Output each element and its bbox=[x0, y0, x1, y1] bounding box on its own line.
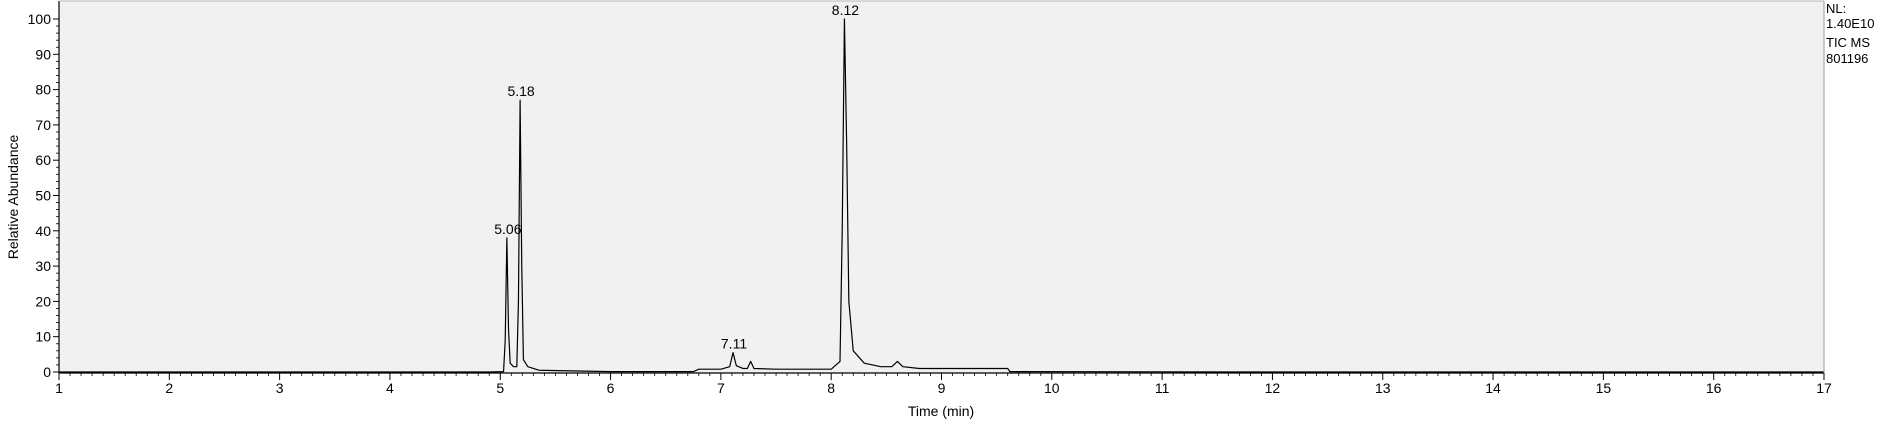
x-tick-label: 1 bbox=[55, 380, 63, 396]
x-tick-label: 2 bbox=[165, 380, 173, 396]
x-tick-label: 9 bbox=[938, 380, 946, 396]
peak-labels: 5.06 5.18 7.11 8.12 bbox=[494, 2, 859, 352]
x-tick-label: 15 bbox=[1596, 380, 1612, 396]
y-tick-label: 40 bbox=[35, 223, 51, 239]
x-tick-label: 7 bbox=[717, 380, 725, 396]
y-tick-label: 10 bbox=[35, 329, 51, 345]
x-tick-label: 6 bbox=[607, 380, 615, 396]
y-tick-label: 90 bbox=[35, 46, 51, 62]
x-tick-label: 14 bbox=[1485, 380, 1501, 396]
x-tick-label: 10 bbox=[1044, 380, 1060, 396]
y-tick-label: 20 bbox=[35, 293, 51, 309]
x-tick-label: 4 bbox=[386, 380, 394, 396]
y-tick-label: 100 bbox=[28, 11, 52, 27]
x-tick-label: 16 bbox=[1706, 380, 1722, 396]
peak-label: 7.11 bbox=[721, 336, 747, 352]
sample-id: 801196 bbox=[1826, 51, 1868, 66]
peak-label: 5.06 bbox=[494, 221, 521, 237]
x-tick-label: 8 bbox=[827, 380, 835, 396]
y-tick-label: 60 bbox=[35, 152, 51, 168]
tick-marks bbox=[53, 18, 1825, 380]
y-tick-label: 0 bbox=[43, 364, 51, 380]
tic-trace-line bbox=[59, 18, 1824, 373]
peak-label: 8.12 bbox=[832, 2, 859, 18]
x-tick-label: 5 bbox=[496, 380, 504, 396]
peak-label: 5.18 bbox=[507, 83, 534, 99]
tick-labels: 1 2 3 4 5 6 7 8 9 10 11 12 13 14 15 16 17010203040506070… bbox=[28, 11, 1832, 396]
normalization-info: NL: 1.40E10 TIC MS 801196 bbox=[1826, 1, 1874, 66]
x-tick-label: 11 bbox=[1155, 380, 1170, 396]
x-axis-title: Time (min) bbox=[908, 403, 974, 419]
nl-value: 1.40E10 bbox=[1826, 16, 1874, 31]
y-axis-title: Relative Abundance bbox=[5, 135, 21, 260]
y-tick-label: 80 bbox=[35, 82, 51, 98]
x-tick-label: 12 bbox=[1265, 380, 1281, 396]
x-tick-label: 13 bbox=[1375, 380, 1391, 396]
y-tick-label: 50 bbox=[35, 188, 51, 204]
plot-background bbox=[59, 1, 1824, 373]
x-tick-label: 3 bbox=[276, 380, 284, 396]
y-tick-label: 30 bbox=[35, 258, 51, 274]
x-tick-label: 17 bbox=[1816, 380, 1832, 396]
y-tick-label: 70 bbox=[35, 117, 51, 133]
scan-filter: TIC MS bbox=[1826, 35, 1870, 50]
nl-label: NL: bbox=[1826, 1, 1846, 16]
